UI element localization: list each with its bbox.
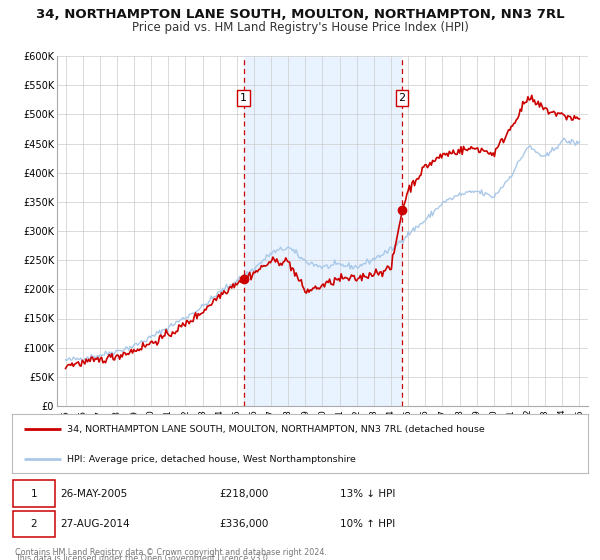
FancyBboxPatch shape (13, 511, 55, 537)
Text: Price paid vs. HM Land Registry's House Price Index (HPI): Price paid vs. HM Land Registry's House … (131, 21, 469, 34)
Text: 34, NORTHAMPTON LANE SOUTH, MOULTON, NORTHAMPTON, NN3 7RL: 34, NORTHAMPTON LANE SOUTH, MOULTON, NOR… (35, 8, 565, 21)
Text: 2: 2 (31, 519, 37, 529)
Text: HPI: Average price, detached house, West Northamptonshire: HPI: Average price, detached house, West… (67, 455, 356, 464)
FancyBboxPatch shape (13, 480, 55, 507)
Text: 27-AUG-2014: 27-AUG-2014 (60, 519, 130, 529)
Text: £336,000: £336,000 (220, 519, 269, 529)
Text: Contains HM Land Registry data © Crown copyright and database right 2024.: Contains HM Land Registry data © Crown c… (15, 548, 327, 557)
Text: 10% ↑ HPI: 10% ↑ HPI (340, 519, 395, 529)
Text: 1: 1 (31, 489, 37, 498)
Text: 13% ↓ HPI: 13% ↓ HPI (340, 489, 395, 498)
Text: 1: 1 (240, 93, 247, 103)
Text: 34, NORTHAMPTON LANE SOUTH, MOULTON, NORTHAMPTON, NN3 7RL (detached house: 34, NORTHAMPTON LANE SOUTH, MOULTON, NOR… (67, 425, 484, 434)
Text: 2: 2 (398, 93, 406, 103)
Text: 26-MAY-2005: 26-MAY-2005 (60, 489, 127, 498)
Text: £218,000: £218,000 (220, 489, 269, 498)
Bar (244, 56, 402, 406)
Text: This data is licensed under the Open Government Licence v3.0.: This data is licensed under the Open Gov… (15, 554, 271, 560)
